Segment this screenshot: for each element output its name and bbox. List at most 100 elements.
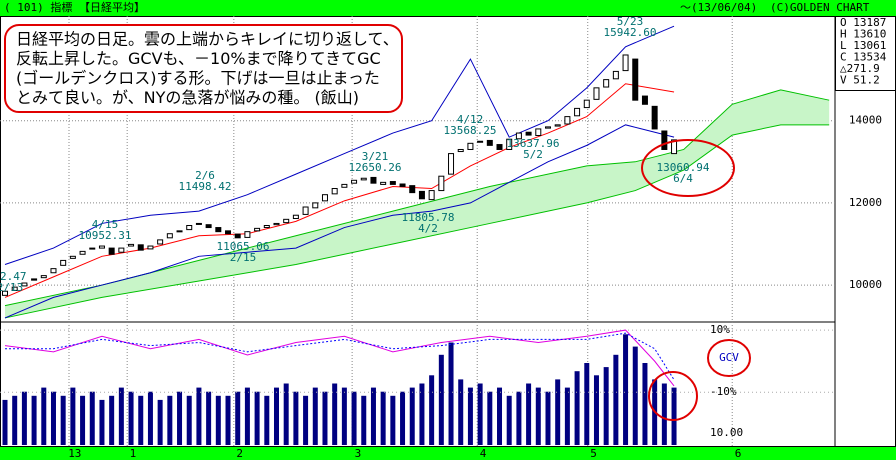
comment-line: (ゴールデンクロス)する形。下げは一旦は止まった <box>16 69 380 88</box>
candle <box>583 99 590 109</box>
candle <box>312 202 319 209</box>
annotation: 13568.25 <box>444 124 497 137</box>
annotation: 72.47 <box>0 270 27 283</box>
volume-bar <box>177 391 183 445</box>
volume-bar <box>661 383 667 445</box>
x-axis-bar <box>0 447 896 460</box>
candle <box>195 222 202 225</box>
candle <box>341 183 348 188</box>
summary-line: O 13187 <box>840 16 886 29</box>
candle <box>351 179 358 184</box>
volume-bar <box>632 346 638 445</box>
x-tick-label: 5 <box>590 447 597 460</box>
volume-bar <box>89 391 95 445</box>
volume-bar <box>157 399 163 445</box>
volume-bar <box>409 387 415 445</box>
volume-bar <box>293 391 299 445</box>
candle <box>418 190 425 200</box>
volume-bar <box>613 354 619 445</box>
comment-line: 日経平均の日足。雲の上端からキレイに切り返して、 <box>16 30 399 49</box>
volume-bar <box>642 363 648 445</box>
highlight-circle <box>648 371 698 421</box>
annotation: 2/6 <box>195 169 215 182</box>
volume-bar <box>380 391 386 445</box>
candle <box>448 153 455 175</box>
annotation: 11065.06 <box>217 240 270 253</box>
candle <box>632 58 639 101</box>
volume-bar <box>438 354 444 445</box>
volume-bar <box>196 387 202 445</box>
x-tick-label: 2 <box>236 447 243 460</box>
annotation: 15942.60 <box>604 26 657 39</box>
candle <box>612 70 619 80</box>
comment-line: 反転上昇した。GCVも、－10%まで降りてきてGC <box>16 49 381 68</box>
volume-bar <box>341 387 347 445</box>
candle <box>166 233 173 239</box>
candle <box>215 227 222 233</box>
candle <box>641 95 648 105</box>
volume-bar <box>273 387 279 445</box>
indicator-line <box>4 83 675 298</box>
annotation: 4/15 <box>92 218 119 231</box>
volume-bar <box>128 391 134 445</box>
candle <box>506 138 513 150</box>
indicator-line <box>4 124 675 319</box>
candle <box>428 190 435 201</box>
gcv-line <box>4 329 675 387</box>
candle <box>69 255 76 259</box>
gcv-line <box>5 332 675 381</box>
highlight-circle <box>641 139 735 197</box>
volume-bar <box>370 387 376 445</box>
annotation: 5/2 <box>523 148 543 161</box>
candle <box>593 87 600 100</box>
header-copyright: (C)GOLDEN CHART <box>770 1 870 14</box>
candle <box>477 140 484 143</box>
gcv-tick-label: 10% <box>710 323 730 336</box>
y-tick-label: 12000 <box>849 196 882 209</box>
volume-bar <box>623 334 629 445</box>
candle <box>176 230 183 233</box>
candle <box>525 131 532 136</box>
volume-bar <box>448 342 454 445</box>
candle <box>302 206 309 215</box>
volume-bar <box>138 395 144 445</box>
volume-bar <box>555 379 561 445</box>
volume-bar <box>535 387 541 445</box>
y-tick-label: 10000 <box>849 278 882 291</box>
volume-bar <box>147 391 153 445</box>
candle <box>137 244 144 251</box>
volume-bar <box>99 399 105 445</box>
candle <box>244 231 251 238</box>
candle <box>535 128 542 137</box>
highlight-circle <box>707 339 751 377</box>
candle <box>651 105 658 130</box>
header-date: ～(13/06/04) <box>680 1 757 14</box>
header-bar <box>0 0 896 16</box>
candle <box>331 188 338 195</box>
candle <box>128 243 135 247</box>
candle <box>544 126 551 129</box>
cloud-edge <box>4 89 830 307</box>
header-code: ( 101) 指標 【日経平均】 <box>4 0 145 14</box>
candle <box>486 139 493 146</box>
candle <box>31 278 38 281</box>
candle <box>50 268 57 274</box>
volume-bar <box>12 395 18 445</box>
summary-line: V 51.2 <box>840 74 880 87</box>
volume-bar <box>458 379 464 445</box>
volume-bar <box>109 395 115 445</box>
y-tick-label: 14000 <box>849 114 882 127</box>
volume-bar <box>429 375 435 445</box>
volume-bar <box>322 391 328 445</box>
annotation: 10952.31 <box>79 229 132 242</box>
volume-bar <box>186 395 192 445</box>
volume-bar <box>506 395 512 445</box>
candle <box>157 239 164 245</box>
volume-scale-label: 10.00 <box>710 426 743 439</box>
annotation: 5/23 <box>617 15 644 28</box>
annotation: 2/13 <box>0 281 23 294</box>
volume-bar <box>206 391 212 445</box>
volume-bar <box>400 391 406 445</box>
candle <box>98 245 105 249</box>
candle <box>457 148 464 153</box>
